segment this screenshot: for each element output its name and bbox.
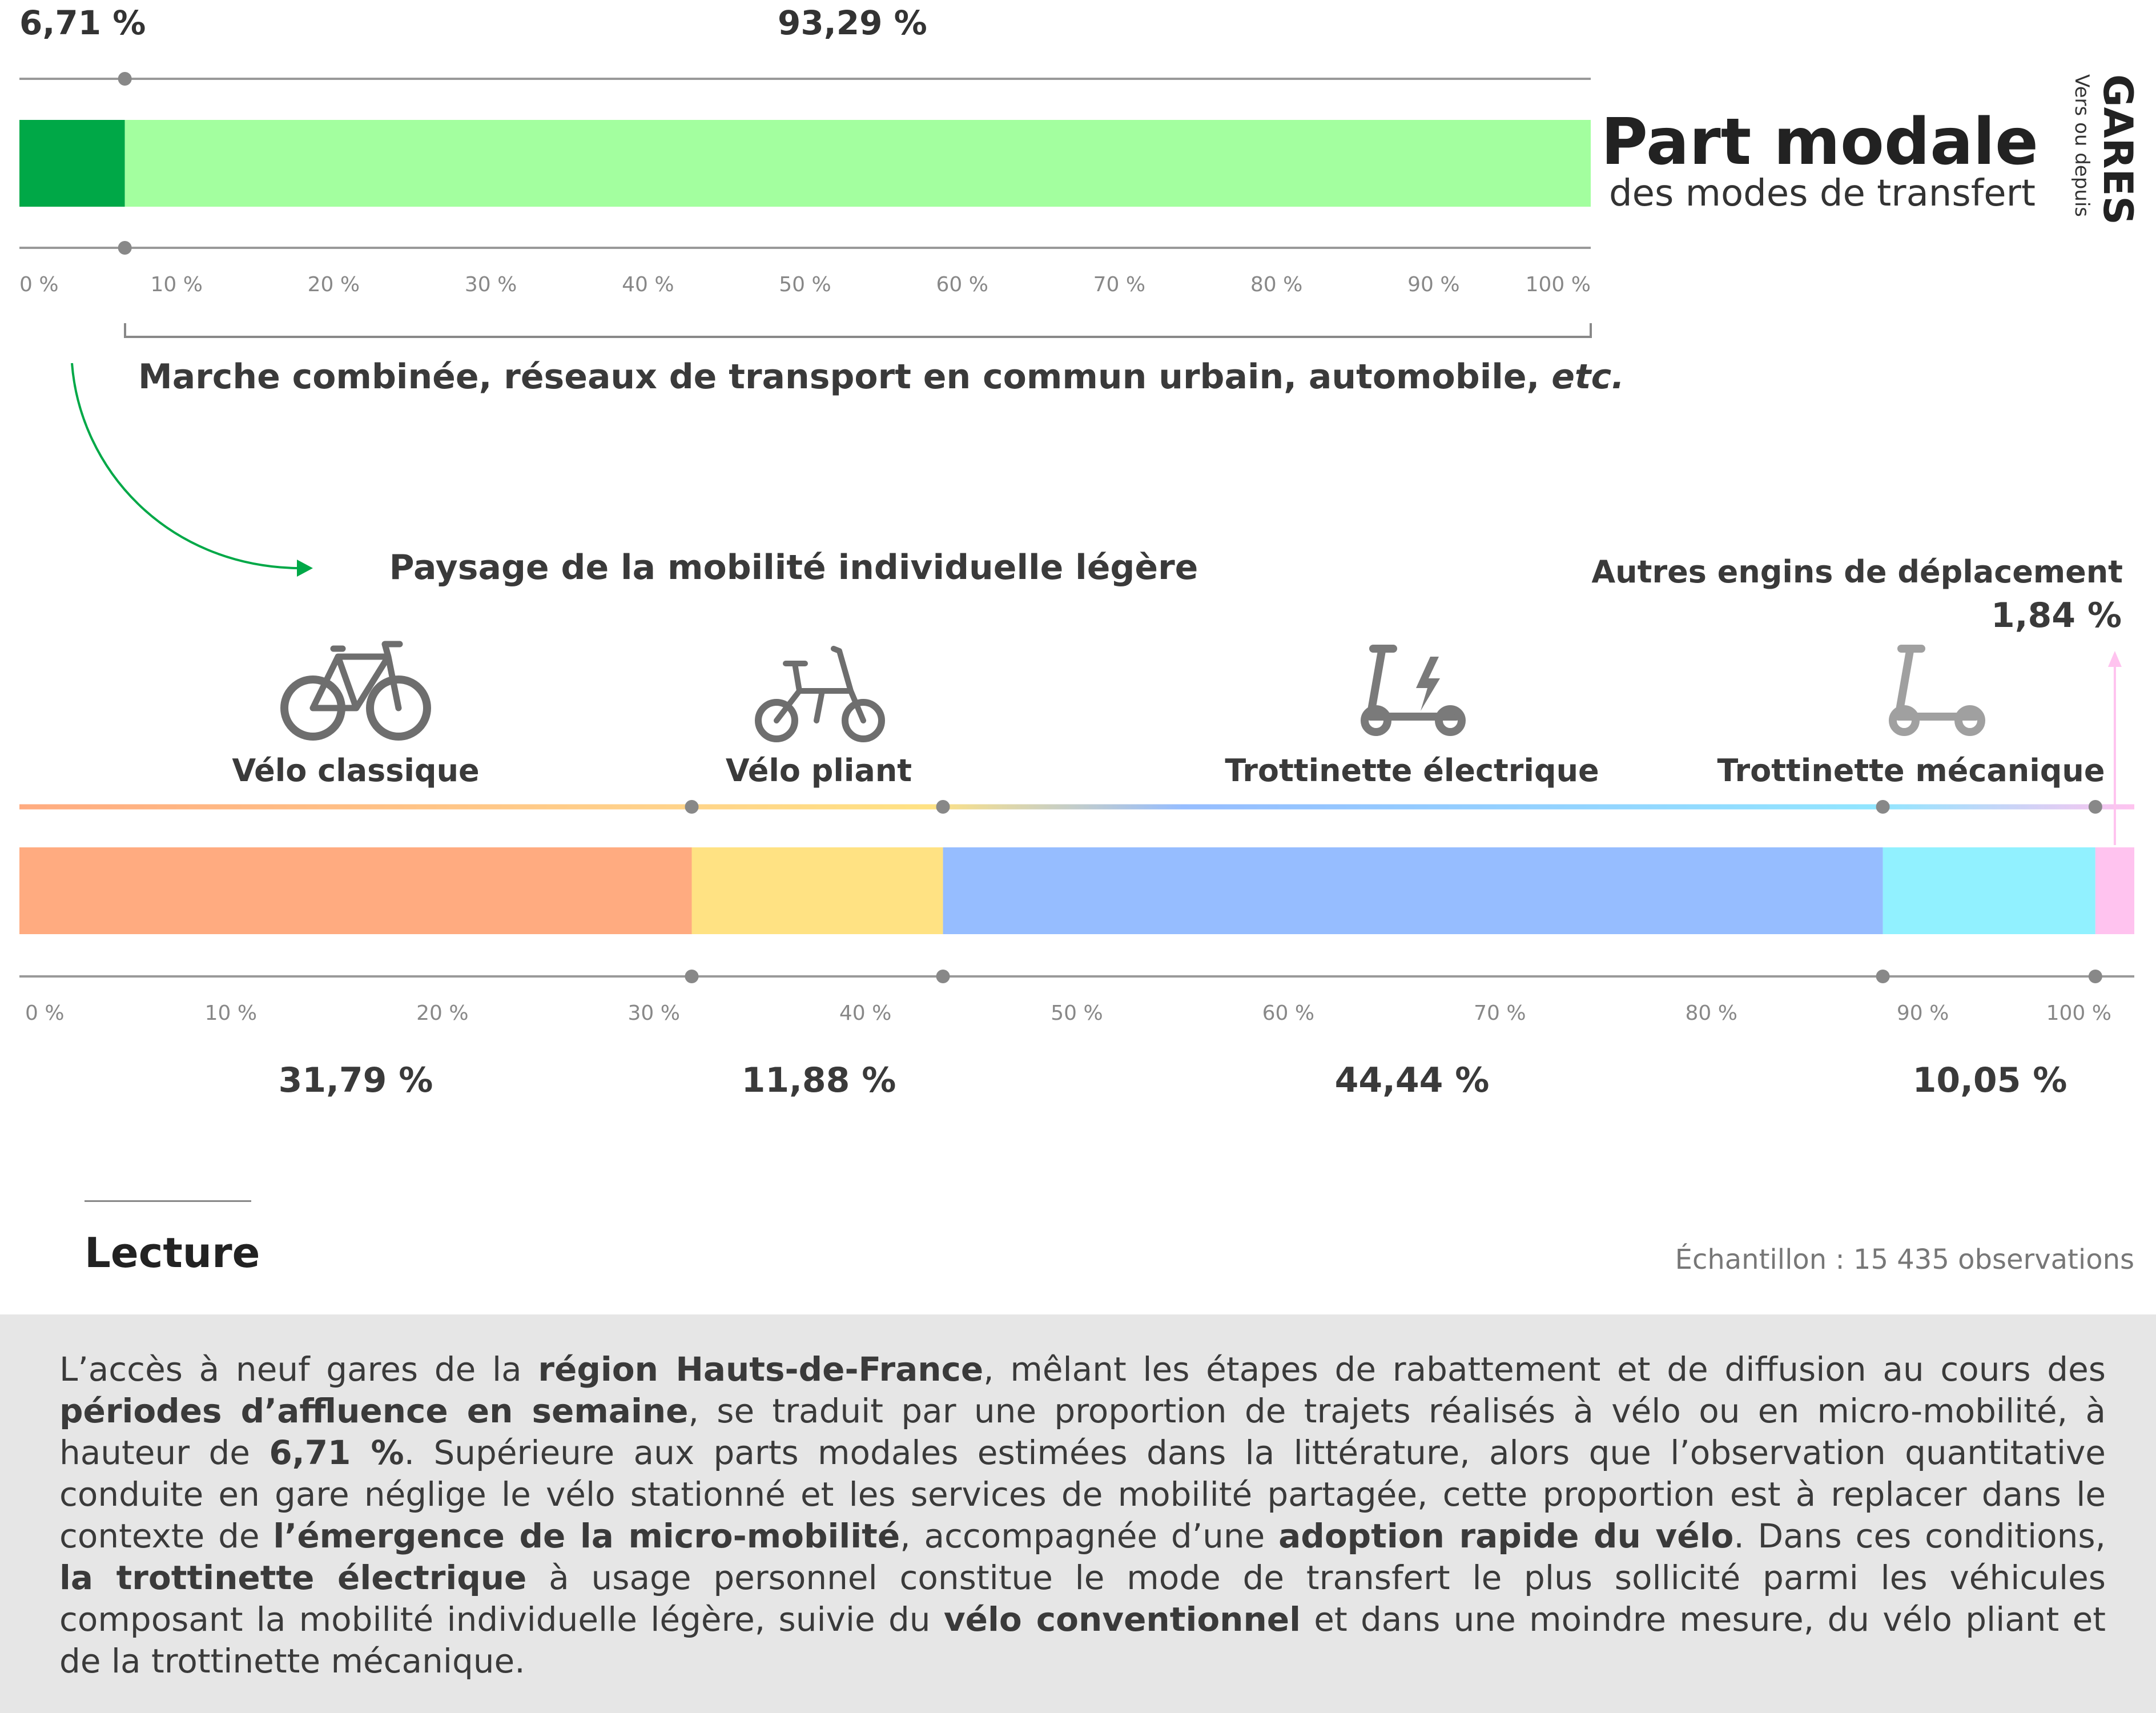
segment-name-2: Trottinette électrique [1225,753,1599,789]
other-arrow-head [2107,651,2122,667]
lecture-emphasis: vélo conventionnel [943,1600,1301,1639]
segment-value-1: 11,88 % [742,1060,896,1100]
boundary-dot-bottom [685,970,699,983]
tick-label: 10 % [205,1002,257,1025]
other-name: Autres engins de déplacement [1591,554,2123,590]
boundary-dot-top [2088,800,2102,814]
lecture-emphasis: périodes d’affluence en semaine [59,1392,689,1430]
bracket-annotation: Marche combinée, réseaux de transport en… [138,357,1624,397]
mobility-bar-4 [2095,847,2134,934]
lecture-text-run: . Supérieure aux parts modales estimées … [59,1433,2106,1555]
segment-name-0: Vélo classique [232,753,479,789]
lecture-text-run: , accompagnée d’une [900,1517,1279,1555]
lecture-text-run: L’accès à neuf gares de la [59,1350,538,1389]
boundary-dot-bottom [1876,970,1890,983]
lecture-box [0,1314,2156,1713]
annotation-etc: etc. [1551,357,1624,397]
segment-name-1: Vélo pliant [726,753,912,789]
lecture-emphasis: l’émergence de la micro-mobilité [273,1517,900,1555]
lecture-emphasis: 6,71 % [269,1433,404,1472]
lecture-emphasis: adoption rapide du vélo [1278,1517,1734,1555]
boundary-dot-top [118,72,132,86]
boundary-dot-top [1876,800,1890,814]
mobility-bar-3 [1883,847,2095,934]
chart-subtitle: des modes de transfert [1608,172,2036,215]
tick-label: 40 % [622,273,674,296]
lecture-text-run: , se traduit par une proportion de traje… [59,1392,2106,1472]
tick-label: 20 % [416,1002,468,1025]
lecture-text-run: et dans une moindre mesure, du vélo plia… [59,1600,2106,1680]
segment-value-2: 44,44 % [1335,1060,1490,1100]
segment-name-3: Trottinette mécanique [1717,753,2105,789]
modal-share-chart: 6,71 % 93,29 % 0 % 10 % 20 % 30 % 40 % 50 % 60 … [19,3,1624,397]
mobility-bar-1 [691,847,943,934]
light-mobility-chart: Paysage de la mobilité individuelle légè… [19,548,2134,1100]
tick-label: 10 % [150,273,202,296]
share-label-1: 93,29 % [778,3,927,42]
tick-label: 70 % [1474,1002,1526,1025]
tick-label: 100 % [2046,1002,2111,1025]
tick-label: 20 % [308,273,360,296]
light-mobility-title: Paysage de la mobilité individuelle légè… [389,548,1198,588]
electric-scooter-icon [1361,645,1466,736]
tick-label: 80 % [1685,1002,1737,1025]
segment-value-0: 31,79 % [279,1060,433,1100]
tick-label: 100 % [1526,273,1591,296]
lecture-rule [85,1200,251,1202]
tick-label: 40 % [839,1002,891,1025]
lecture-title: Lecture [85,1229,260,1277]
lecture-emphasis: la trottinette électrique [59,1558,527,1597]
tick-label: 30 % [465,273,517,296]
tick-label: 30 % [628,1002,679,1025]
tick-label: 60 % [1262,1002,1314,1025]
tick-label: 90 % [1897,1002,1949,1025]
lecture-paragraph: L’accès à neuf gares de la région Hauts-… [59,1349,2106,1682]
tick-label: 50 % [1051,1002,1103,1025]
chart-title: Part modale [1600,105,2038,179]
bracket [124,323,1592,338]
tick-label: 70 % [1093,273,1145,296]
folding-bike-icon [755,646,885,742]
lecture-emphasis: région Hauts-de-France [538,1350,984,1389]
boundary-dot-bottom [118,241,132,255]
boundary-dot-top [685,800,699,814]
tick-label: 0 % [25,1002,65,1025]
share-label-0: 6,71 % [19,3,146,42]
segment-value-3: 10,05 % [1913,1060,2067,1100]
lecture-text-run: , mêlant les étapes de rabattement et de… [983,1350,2106,1389]
mobility-bar-2 [943,847,1883,934]
lecture-text-run: . Dans ces conditions, [1733,1517,2106,1555]
tick-label: 60 % [936,273,988,296]
boundary-dot-top [936,800,950,814]
share-bar-0 [19,120,125,207]
kick-scooter-icon [1889,645,1985,736]
tick-label: 0 % [19,273,59,296]
mobility-bar-0 [19,847,692,934]
annotation-main: Marche combinée, réseaux de transport en… [138,357,1551,397]
tick-label: 90 % [1407,273,1459,296]
connector-arrow [71,363,313,577]
tick-label: 50 % [779,273,831,296]
tick-label: 80 % [1250,273,1302,296]
boundary-dot-bottom [936,970,950,983]
boundary-dot-bottom [2088,970,2102,983]
bicycle-icon [280,641,431,741]
other-value: 1,84 % [1991,596,2122,636]
share-bar-1 [124,120,1591,207]
lecture-text-run: à usage personnel constitue le mode de t… [59,1558,2106,1639]
sample-size: Échantillon : 15 435 observations [1675,1244,2134,1276]
